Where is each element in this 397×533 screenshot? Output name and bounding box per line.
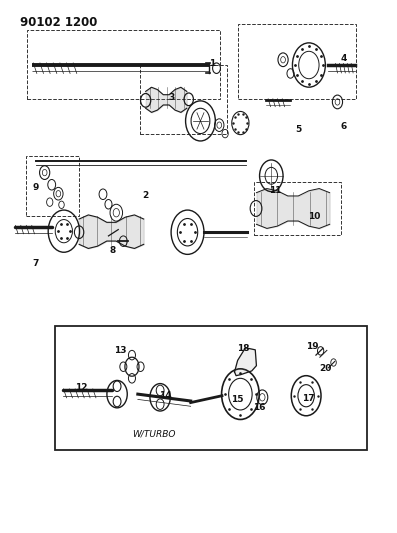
Text: 5: 5 [295,125,301,134]
Text: 7: 7 [33,260,39,268]
Text: 13: 13 [114,346,127,356]
Bar [55,326,367,450]
Text: 90102 1200: 90102 1200 [20,16,98,29]
Text: 16: 16 [253,403,266,413]
Text: 15: 15 [231,395,244,404]
Text: 2: 2 [143,191,149,200]
Text: 4: 4 [340,54,347,63]
Text: 8: 8 [109,246,116,255]
Text: 12: 12 [75,383,87,392]
Bar [238,24,356,99]
Text: 11: 11 [269,185,281,195]
Text: 1: 1 [209,59,215,68]
Text: 14: 14 [159,391,172,400]
Text: 20: 20 [320,364,332,373]
Bar [27,30,220,99]
Bar [140,65,227,134]
Text: 10: 10 [308,212,320,221]
Bar [26,156,79,216]
Polygon shape [235,348,256,376]
Text: 19: 19 [306,342,319,351]
Text: 6: 6 [340,122,347,131]
Text: 17: 17 [302,394,314,403]
Text: W/TURBO: W/TURBO [132,429,175,438]
Bar [254,182,341,235]
Text: 9: 9 [33,183,39,192]
Text: 3: 3 [168,93,174,102]
Text: 18: 18 [237,344,250,353]
